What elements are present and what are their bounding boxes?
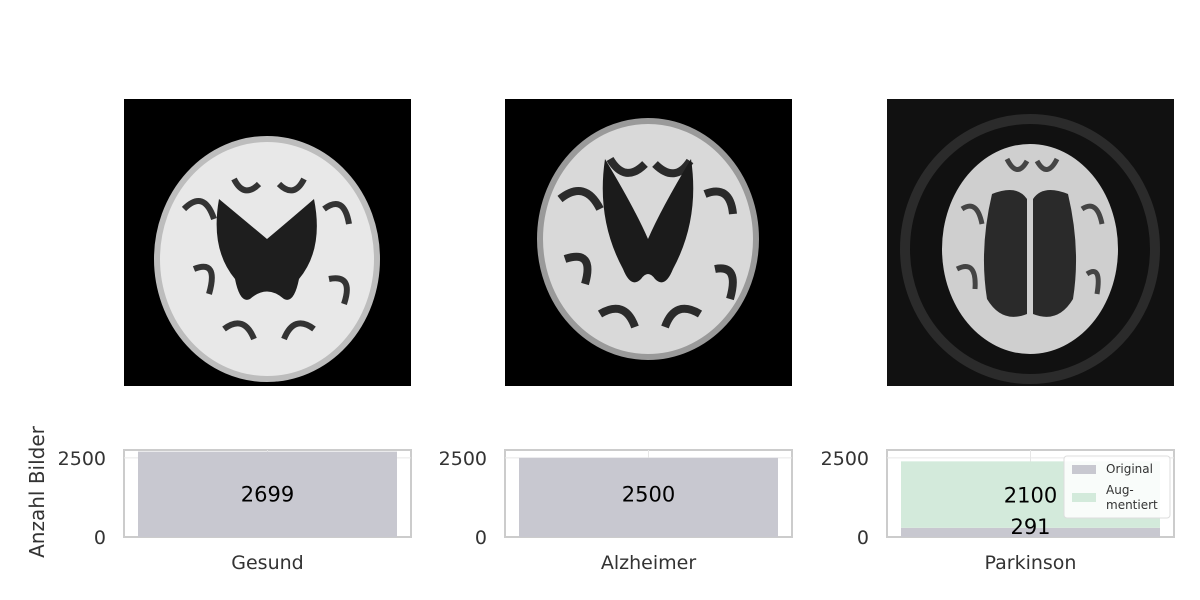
- bar-alzheimer-original: [519, 457, 778, 537]
- x-category-label: Alzheimer: [601, 552, 696, 574]
- mri-image-gesund: [124, 99, 411, 386]
- value-label: 2699: [241, 483, 294, 507]
- y-tick-label: 0: [94, 527, 106, 549]
- brain-scan-icon: [887, 99, 1174, 386]
- x-category-label: Gesund: [231, 552, 303, 574]
- brain-scan-icon: [154, 136, 380, 382]
- value-label: 2500: [622, 483, 675, 507]
- y-tick-label: 0: [475, 527, 487, 549]
- x-category-label: Parkinson: [985, 552, 1077, 574]
- legend-label-augmentiert-1: Aug-: [1106, 483, 1134, 497]
- mri-image-alzheimer: [505, 99, 792, 386]
- value-label: 291: [1010, 515, 1050, 539]
- bar-parkinson-original: [901, 527, 1160, 537]
- bar-gesund-original: [138, 451, 397, 537]
- y-tick-label: 2500: [58, 448, 106, 470]
- brain-scan-icon: [537, 118, 759, 360]
- legend-label-augmentiert-2: mentiert: [1106, 498, 1158, 512]
- legend-swatch-augmentiert: [1072, 493, 1096, 502]
- y-tick-label: 2500: [821, 448, 869, 470]
- y-axis-label: Anzahl Bilder: [25, 425, 49, 558]
- mri-image-parkinson: [887, 99, 1174, 386]
- y-tick-label: 2500: [439, 448, 487, 470]
- legend-swatch-original: [1072, 465, 1096, 474]
- y-tick-label: 0: [857, 527, 869, 549]
- value-label: 2100: [1004, 484, 1057, 508]
- legend-label-original: Original: [1106, 462, 1153, 476]
